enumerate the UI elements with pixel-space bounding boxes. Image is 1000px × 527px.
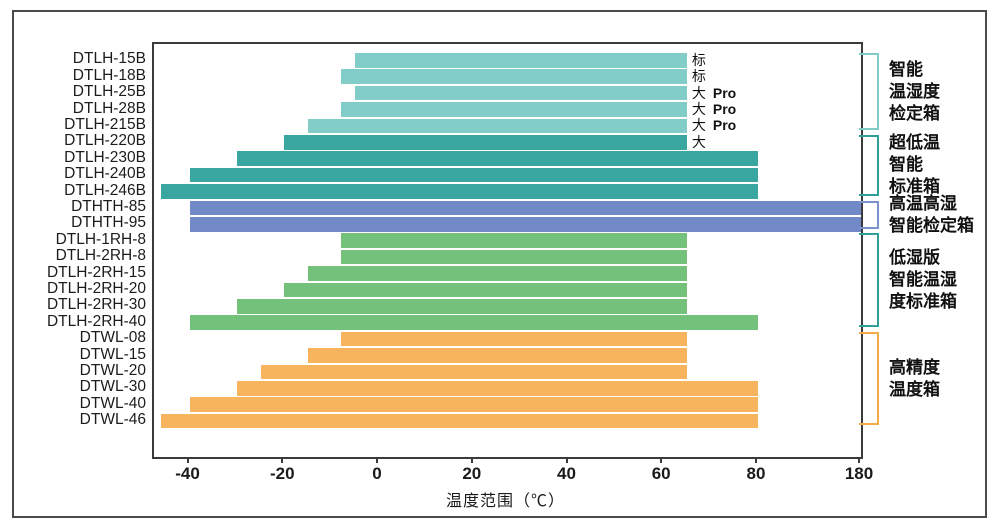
bar-DTLH-2RH-40 bbox=[189, 315, 758, 330]
bar-DTLH-240B bbox=[189, 167, 758, 183]
x-tickmark bbox=[186, 457, 189, 463]
ylabel-DTLH-28B: DTLH-28B bbox=[72, 99, 146, 117]
bar-DTWL-30 bbox=[236, 381, 758, 396]
x-ticklabel: 180 bbox=[844, 464, 874, 483]
ylabel-DTWL-46: DTWL-46 bbox=[79, 411, 146, 429]
bar-DTLH-215B bbox=[308, 118, 687, 134]
x-tickmark bbox=[858, 457, 860, 463]
ylabel-DTLH-230B: DTLH-230B bbox=[64, 148, 146, 166]
ylabel-DTLH-240B: DTLH-240B bbox=[64, 165, 146, 183]
bar-DTLH-2RH-8 bbox=[341, 249, 687, 265]
group-bracket-0 bbox=[859, 53, 879, 131]
bar-DTLH-15B bbox=[355, 53, 687, 68]
ylabel-DTLH-2RH-20: DTLH-2RH-20 bbox=[46, 279, 146, 297]
group-bracket-4 bbox=[859, 331, 879, 426]
x-ticklabel: -20 bbox=[270, 464, 295, 483]
ylabel-DTLH-2RH-15: DTLH-2RH-15 bbox=[46, 263, 146, 281]
bar-DTLH-220B bbox=[284, 135, 687, 150]
x-ticklabel: 80 bbox=[746, 464, 766, 483]
ylabel-DTWL-40: DTWL-40 bbox=[79, 394, 146, 412]
figure-outer-border bbox=[12, 10, 987, 518]
ylabel-DTWL-30: DTWL-30 bbox=[79, 378, 146, 396]
bar-DTWL-20 bbox=[260, 364, 687, 380]
group-bracket-2 bbox=[859, 200, 879, 229]
bar-note-DTLH-25B: 大 Pro bbox=[691, 84, 737, 101]
ylabel-DTWL-15: DTWL-15 bbox=[79, 345, 146, 363]
x-ticklabel: -40 bbox=[175, 464, 200, 483]
group-label-1: 超低温 智能 标准箱 bbox=[889, 133, 940, 197]
bar-DTLH-2RH-20 bbox=[284, 282, 687, 298]
bar-DTWL-40 bbox=[189, 397, 758, 412]
bar-note-DTLH-215B: 大 Pro bbox=[691, 117, 737, 134]
bar-DTHTH-95 bbox=[189, 217, 861, 232]
plot-area: 标标大 Pro 大 Pro 大 Pro 大 bbox=[152, 42, 863, 459]
ylabel-DTWL-08: DTWL-08 bbox=[79, 329, 146, 347]
x-tickmark bbox=[281, 457, 284, 463]
x-axis-title: 温度范围（℃） bbox=[445, 493, 565, 510]
ylabel-DTLH-220B: DTLH-220B bbox=[64, 132, 146, 150]
bar-DTLH-25B bbox=[355, 85, 687, 101]
bar-DTLH-1RH-8 bbox=[341, 233, 687, 248]
ylabel-DTLH-15B: DTLH-15B bbox=[72, 50, 146, 68]
bar-note-DTLH-28B: 大 Pro bbox=[691, 101, 737, 117]
ylabel-DTLH-2RH-40: DTLH-2RH-40 bbox=[46, 312, 146, 330]
ylabel-DTLH-25B: DTLH-25B bbox=[72, 83, 146, 101]
ylabel-DTHTH-85: DTHTH-85 bbox=[71, 197, 146, 215]
ylabel-DTLH-246B: DTLH-246B bbox=[64, 181, 146, 199]
bar-DTWL-46 bbox=[161, 413, 758, 429]
bar-DTWL-08 bbox=[341, 331, 687, 347]
ylabel-DTHTH-95: DTHTH-95 bbox=[71, 214, 146, 232]
bar-note-DTLH-220B: 大 bbox=[691, 133, 706, 150]
bar-note-DTLH-18B: 标 bbox=[691, 68, 706, 85]
x-tickmark bbox=[565, 457, 568, 463]
group-label-0: 智能 温湿度 检定箱 bbox=[889, 59, 940, 123]
ylabel-DTLH-2RH-8: DTLH-2RH-8 bbox=[55, 247, 146, 265]
group-bracket-1 bbox=[859, 135, 879, 196]
x-tickmark bbox=[660, 457, 663, 463]
group-label-2: 高温高湿 智能检定箱 bbox=[889, 193, 974, 235]
bar-note-DTLH-15B: 标 bbox=[691, 51, 706, 68]
bar-DTHTH-85 bbox=[189, 200, 861, 216]
x-ticklabel: 40 bbox=[557, 464, 576, 483]
group-bracket-3 bbox=[859, 233, 879, 327]
ylabel-DTLH-18B: DTLH-18B bbox=[72, 66, 146, 84]
bar-DTLH-2RH-15 bbox=[308, 266, 687, 281]
ylabel-DTWL-20: DTWL-20 bbox=[79, 361, 146, 379]
bar-DTWL-15 bbox=[308, 348, 687, 363]
ylabel-DTLH-2RH-30: DTLH-2RH-30 bbox=[46, 296, 146, 314]
x-tickmark bbox=[376, 457, 378, 463]
bar-DTLH-28B bbox=[341, 102, 687, 117]
group-label-4: 高精度 温度箱 bbox=[889, 357, 940, 399]
bar-DTLH-246B bbox=[161, 184, 758, 199]
bar-DTLH-18B bbox=[341, 69, 687, 84]
ylabel-DTLH-215B: DTLH-215B bbox=[64, 115, 146, 133]
x-tickmark bbox=[755, 457, 757, 463]
group-label-3: 低湿版 智能温湿 度标准箱 bbox=[889, 248, 957, 312]
ylabel-DTLH-1RH-8: DTLH-1RH-8 bbox=[55, 230, 146, 248]
x-ticklabel: 0 bbox=[372, 464, 382, 483]
bar-DTLH-230B bbox=[236, 151, 758, 166]
x-ticklabel: 20 bbox=[462, 464, 482, 483]
x-ticklabel: 60 bbox=[651, 464, 671, 483]
x-tickmark bbox=[470, 457, 473, 463]
bar-DTLH-2RH-30 bbox=[236, 299, 687, 314]
